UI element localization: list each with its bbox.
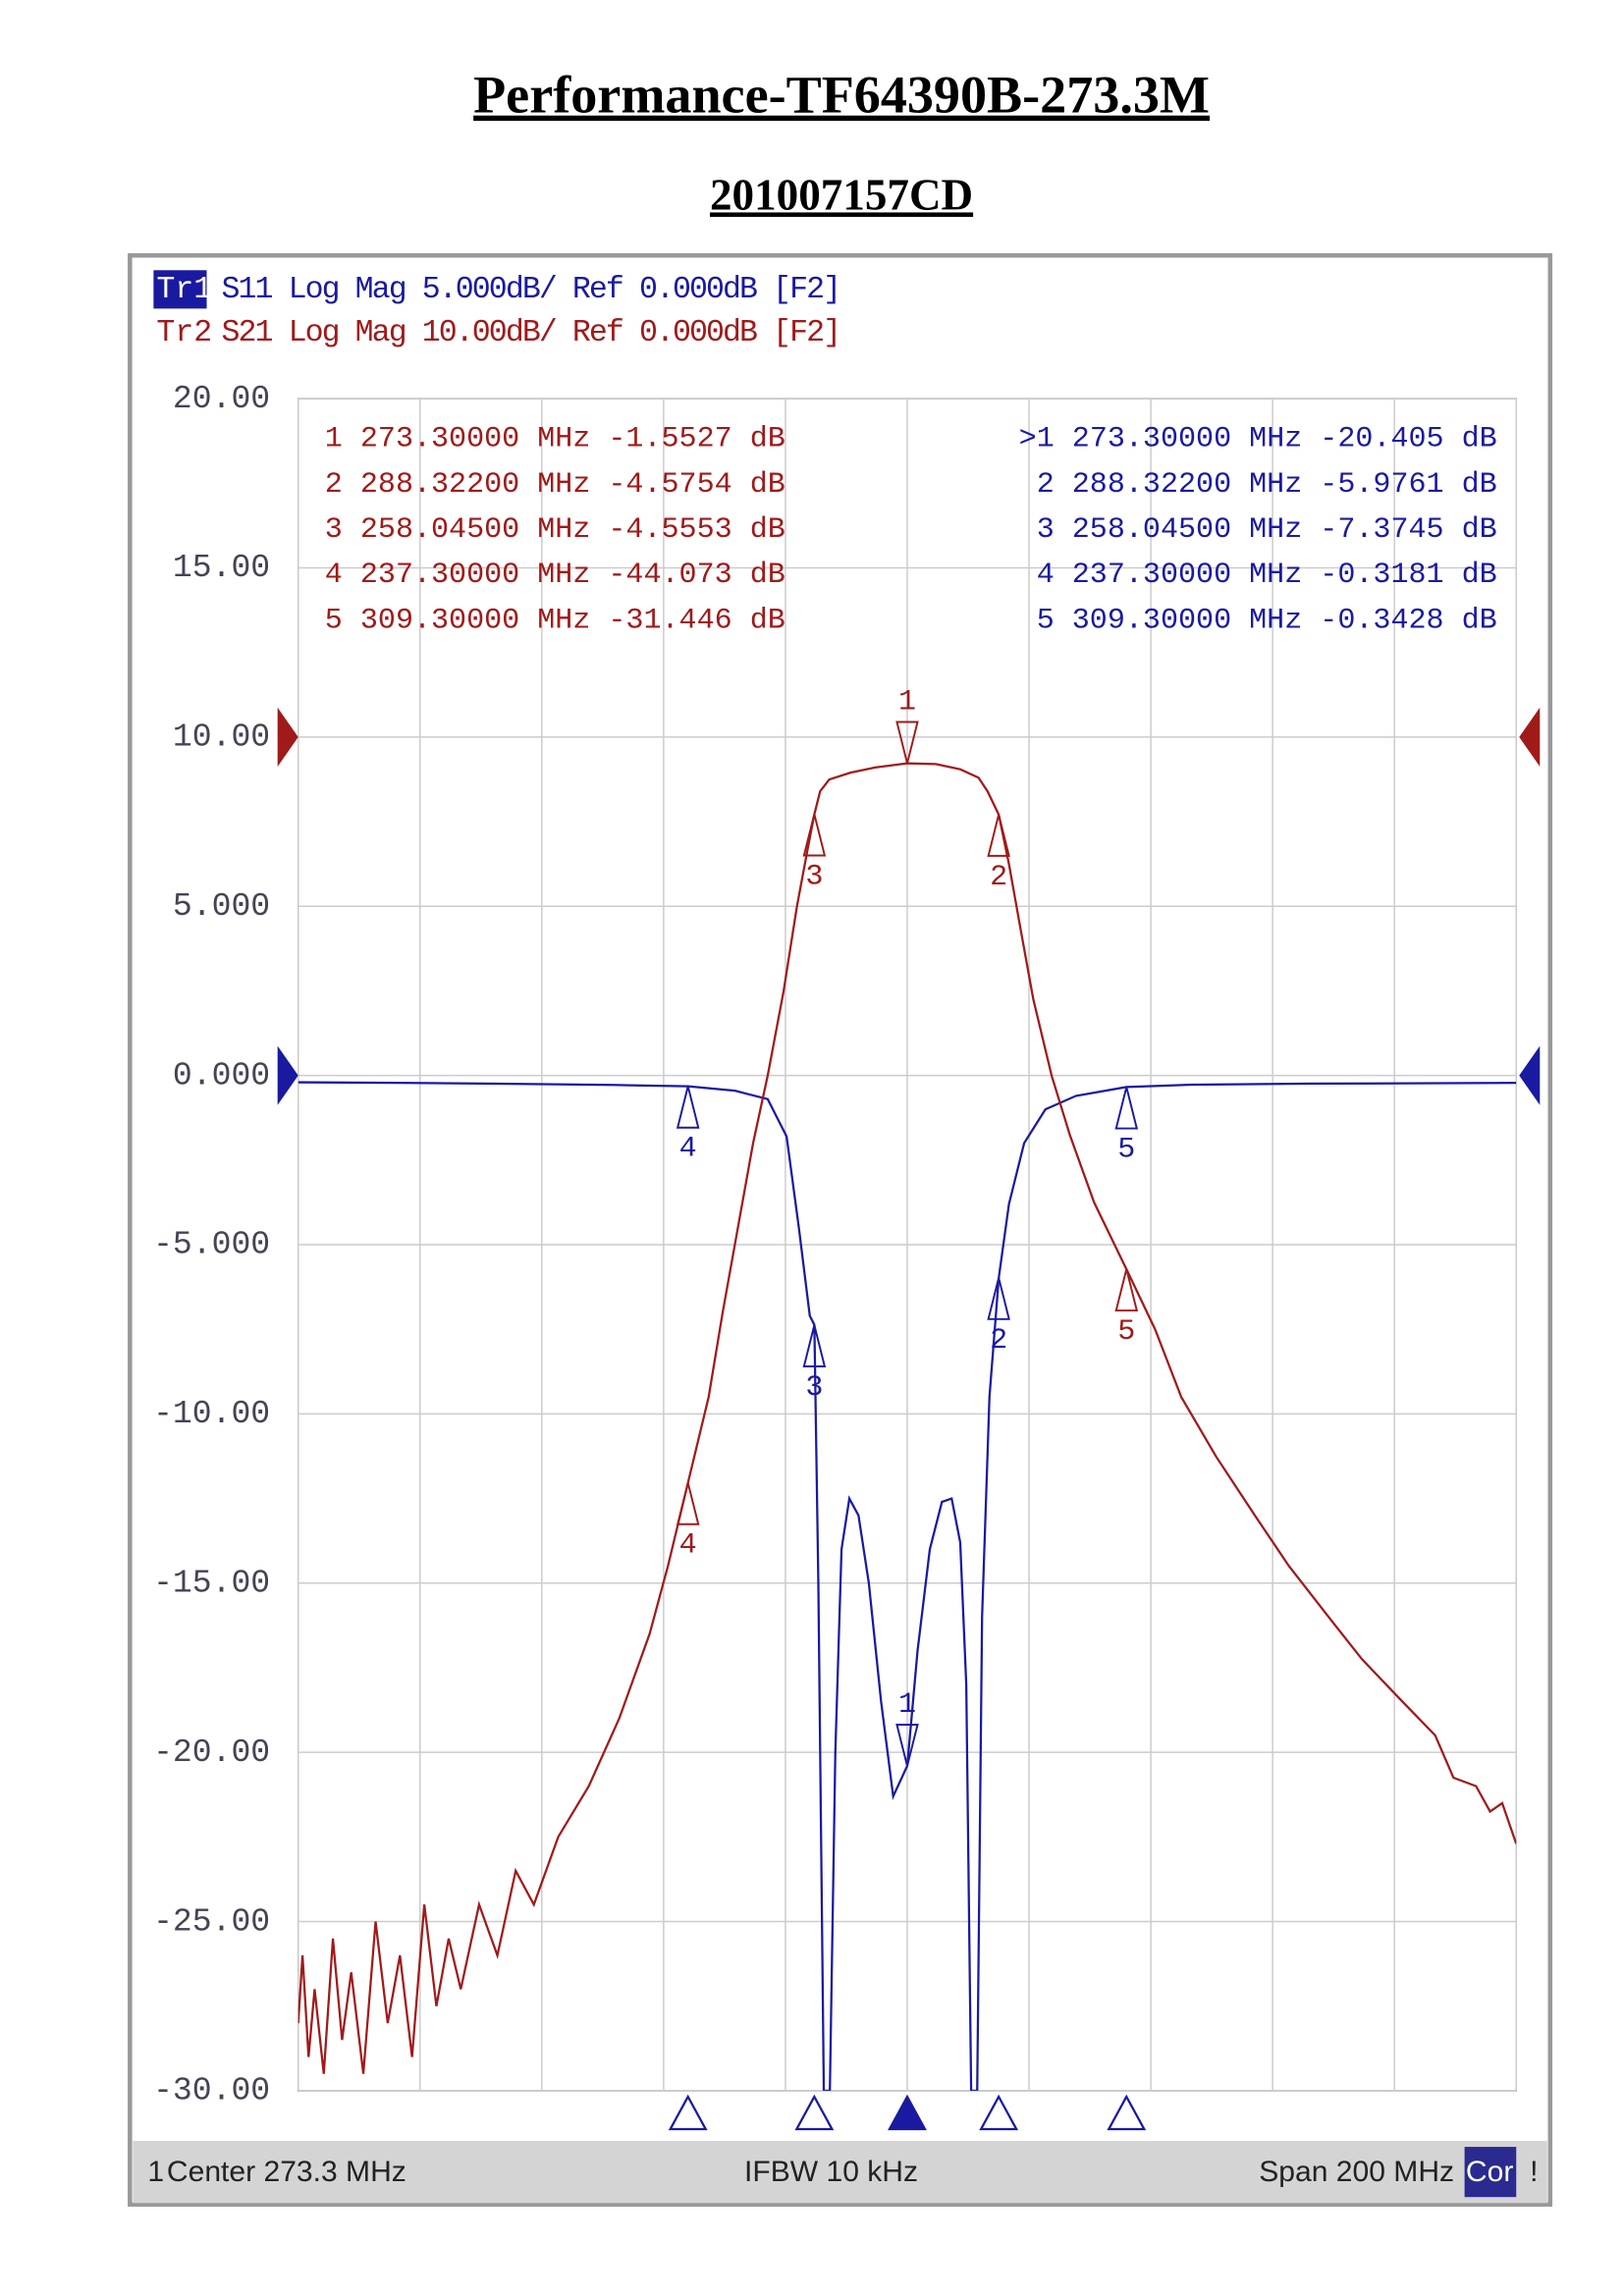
marker-readout: 1 273.30000 MHz -1.5527 dB (325, 423, 785, 456)
y-tick-label: -10.00 (153, 1395, 270, 1432)
marker-label: 3 (805, 861, 823, 894)
y-tick-label: 10.00 (173, 719, 270, 756)
chart-subtitle: 201007157CD (710, 170, 973, 219)
trace-name: Tr2 (156, 316, 212, 350)
y-tick-label: 0.000 (173, 1056, 270, 1094)
y-tick-label: 20.00 (173, 380, 270, 417)
marker (676, 1482, 700, 1525)
stimulus-marker (979, 2094, 1019, 2131)
chart-title: Performance-TF64390B-273.3M (473, 66, 1210, 125)
center-frequency: Center 273.3 MHz (167, 2156, 406, 2188)
y-tick-label: -5.000 (153, 1226, 270, 1263)
marker-readout: 3 258.04500 MHz -4.5553 dB (325, 513, 785, 547)
ifbw: IFBW 10 kHz (744, 2156, 918, 2188)
marker-readout: 3 258.04500 MHz -7.3745 dB (1037, 513, 1497, 547)
stimulus-marker (794, 2094, 835, 2131)
marker-label: 4 (679, 1133, 697, 1166)
stimulus-marker (888, 2094, 927, 2131)
trace-tag (153, 270, 207, 309)
cor-label: Cor (1466, 2156, 1513, 2188)
marker-label: 4 (679, 1529, 697, 1563)
marker (987, 1277, 1010, 1320)
trace (298, 1081, 1517, 2091)
marker (987, 814, 1010, 857)
y-tick-label: 5.000 (173, 887, 270, 925)
y-tick-label: -25.00 (153, 1902, 270, 1940)
marker (895, 1724, 919, 1767)
analyzer-frame (128, 252, 1553, 2207)
marker-readout: 4 237.30000 MHz -0.3181 dB (1037, 559, 1497, 592)
ref-marker (1519, 707, 1541, 767)
marker-readout: >1 273.30000 MHz -20.405 dB (1019, 423, 1497, 456)
marker-label: 3 (805, 1371, 823, 1405)
ref-marker (1519, 1045, 1541, 1105)
status-bar (133, 2141, 1547, 2204)
marker (1114, 1087, 1139, 1130)
marker-readout: 4 237.30000 MHz -44.073 dB (325, 559, 785, 592)
y-tick-label: -30.00 (153, 2072, 270, 2109)
trace (298, 762, 1517, 2074)
marker (1114, 1268, 1139, 1312)
ref-marker (277, 1045, 298, 1105)
marker (676, 1086, 700, 1129)
marker-label: 2 (990, 1324, 1007, 1358)
marker-readout: 2 288.32200 MHz -5.9761 dB (1037, 468, 1497, 502)
marker (895, 721, 919, 764)
marker-label: 5 (1117, 1134, 1135, 1167)
y-tick-label: -15.00 (153, 1565, 270, 1602)
marker-label: 1 (898, 685, 916, 719)
marker-readout: 5 309.30000 MHz -0.3428 dB (1037, 604, 1497, 637)
y-tick-label: -20.00 (153, 1734, 270, 1771)
marker-label: 5 (1117, 1315, 1135, 1349)
ref-marker (277, 707, 298, 767)
stimulus-marker (1107, 2094, 1147, 2131)
y-tick-label: 15.00 (173, 549, 270, 586)
marker (802, 814, 827, 857)
marker-readout: 2 288.32200 MHz -4.5754 dB (325, 468, 785, 502)
marker-label: 1 (898, 1688, 916, 1722)
stimulus-marker (668, 2094, 708, 2131)
marker-label: 2 (990, 861, 1007, 894)
trace-format: S21 Log Mag 10.00dB/ Ref 0.000dB [F2] (222, 316, 842, 350)
cor-box (1464, 2147, 1517, 2198)
trace-format: S11 Log Mag 5.000dB/ Ref 0.000dB [F2] (222, 273, 842, 307)
channel-number: 1 (147, 2156, 164, 2188)
span: Span 200 MHz (1259, 2156, 1454, 2188)
marker-readout: 5 309.30000 MHz -31.446 dB (325, 604, 785, 637)
trace-name: Tr1 (156, 273, 212, 307)
status-flag: ! (1530, 2156, 1538, 2188)
marker (802, 1324, 827, 1367)
